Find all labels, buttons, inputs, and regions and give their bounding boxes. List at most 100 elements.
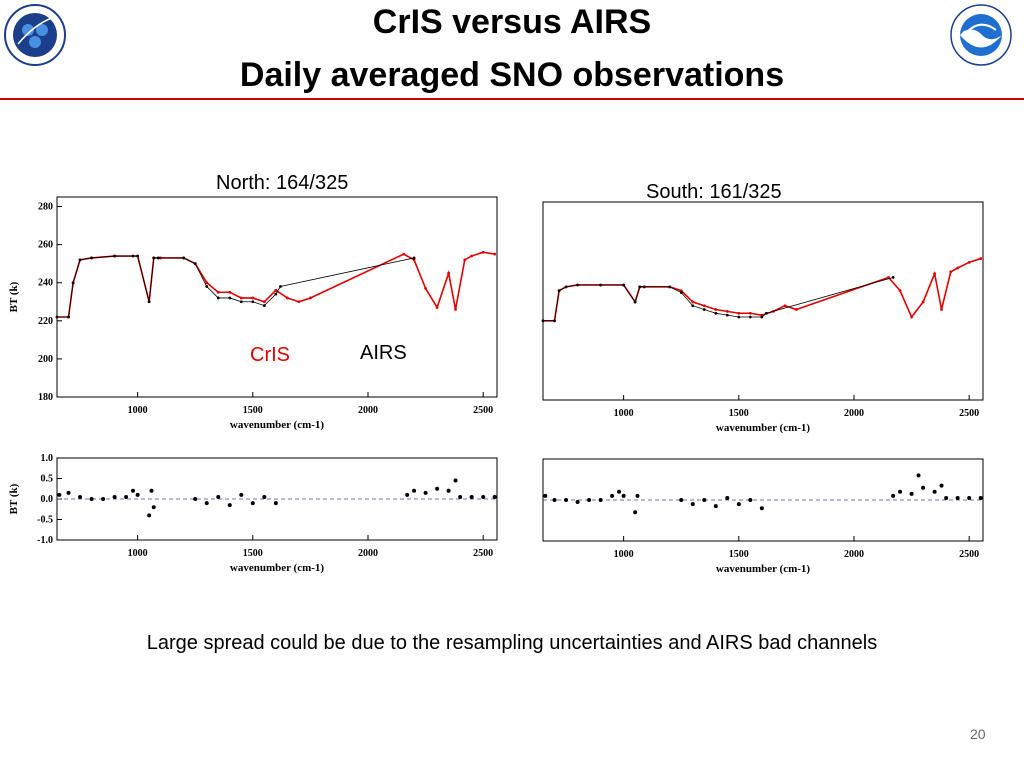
north-diff-point (147, 513, 152, 518)
north-diff-xtick-label: 1500 (243, 548, 263, 559)
south-diff-point (702, 498, 707, 502)
south-diff-point (633, 510, 638, 515)
north-diff-ytick-label: -1.0 (37, 535, 53, 546)
north-diff-point (151, 505, 156, 510)
north-bt-series-airs-point (193, 262, 197, 266)
south-bt-xlabel: wavenumber (cm-1) (716, 422, 811, 434)
north-bt-ytick-label: 200 (38, 354, 53, 365)
south-diff-point (598, 498, 603, 502)
north-bt-ylabel: BT (k) (8, 281, 20, 312)
south-diff-point (955, 495, 960, 500)
south-diff-point (898, 489, 903, 494)
south-diff-point (690, 502, 695, 507)
north-diff-point (412, 488, 417, 493)
north-bt-series-cris-point (447, 271, 451, 275)
south-diff-point (921, 485, 926, 490)
north-bt-series-cris-point (470, 254, 474, 258)
north-diff-point (204, 501, 209, 506)
north-diff-point (131, 488, 136, 493)
south-bt-series-airs-point (691, 304, 695, 308)
south-bt-series-airs-point (599, 283, 602, 287)
south-bt-series-airs-point (557, 289, 561, 293)
airs-legend-label: AIRS (360, 342, 407, 364)
north-bt-xtick-label: 1000 (128, 405, 148, 416)
south-diff-xtick-label: 2000 (844, 549, 864, 560)
north-bt-series-cris-point (435, 306, 439, 309)
south-bt-series-airs-point (737, 315, 741, 319)
title-rule (0, 98, 1024, 100)
north-bt-series-airs-point (55, 315, 59, 319)
south-bt-xtick-label: 1500 (729, 408, 749, 419)
south-diff-point (713, 504, 718, 509)
north-bt-xtick-label: 2500 (473, 405, 493, 416)
south-bt-series-cris-point (748, 311, 752, 315)
north-diff-point (101, 497, 106, 501)
south-bt-series-cris-line (543, 257, 981, 322)
north-bt-series-cris-line (57, 251, 495, 318)
north-bt-series-airs-point (239, 300, 243, 304)
south-bt-series-airs-point (725, 313, 729, 317)
north-diff-point (216, 494, 221, 499)
north-bt-series-cris-point (454, 307, 457, 311)
south-bt-series-airs-point (622, 283, 626, 287)
north-diff-point (135, 492, 140, 497)
north-bt-series-airs-point (131, 254, 135, 258)
north-bt-xtick-label: 1500 (243, 405, 263, 416)
south-label: South: 161/325 (646, 181, 782, 203)
north-diff-point (405, 492, 410, 497)
north-bt-series-airs-point (136, 254, 140, 258)
north-diff-point (89, 497, 94, 501)
north-bt-series-cris-point (228, 290, 232, 294)
south-diff-point (944, 495, 949, 500)
south-diff-point (575, 500, 580, 505)
north-bt-series-cris-point (216, 290, 220, 294)
north-bt-series-airs-point (152, 256, 156, 260)
south-bt-series-cris-point (795, 308, 798, 311)
north-bt-series-airs-line (57, 255, 415, 318)
south-bt-series-cris-point (910, 315, 913, 319)
north-diff-point (78, 494, 83, 499)
north-bt-series-cris-point (309, 296, 312, 300)
north-diff-point (481, 494, 486, 499)
north-bt-series-cris-point (239, 296, 243, 300)
south-bt-series-cris-point (898, 289, 902, 293)
south-diff-point (610, 493, 615, 498)
north-bt-series-airs-point (113, 254, 116, 258)
south-bt-xtick-label: 1000 (614, 408, 634, 419)
south-bt-xtick-label: 2500 (959, 408, 979, 419)
north-diff-xtick-label: 1000 (128, 548, 148, 559)
north-bt-series-cris-point (481, 250, 485, 254)
south-diff-xtick-label: 1500 (729, 549, 749, 560)
north-bt-ytick-label: 260 (38, 240, 53, 251)
south-diff-point (916, 473, 921, 478)
north-diff-ytick-label: 0.5 (41, 474, 54, 485)
south-diff-point (552, 498, 557, 502)
north-diff-point (193, 497, 198, 501)
north-diff-point (124, 494, 129, 499)
south-bt-series-cris-point (725, 309, 729, 313)
south-diff-point (621, 493, 626, 498)
south-diff-point (564, 498, 569, 502)
south-bt-series-airs-point (541, 319, 545, 323)
noaa-nesdis-star-logo (4, 4, 66, 66)
south-bt-xtick-label: 2000 (844, 408, 864, 419)
north-diff-point (458, 494, 463, 499)
north-diff-point (435, 486, 440, 491)
north-bt-series-airs-point (274, 292, 278, 296)
north-bt-series-cris-point (424, 287, 427, 290)
north-bt-xtick-label: 2000 (358, 405, 378, 416)
north-diff-point (273, 501, 278, 506)
north-bt-xlabel: wavenumber (cm-1) (230, 419, 325, 431)
north-diff-point (239, 492, 244, 497)
north-diff-xtick-label: 2500 (473, 548, 493, 559)
north-diff-point (423, 490, 428, 495)
south-bt-series-airs-point (633, 300, 637, 304)
south-diff-xtick-label: 1000 (614, 549, 634, 560)
north-bt-series-cris-point (297, 300, 301, 304)
north-bt-series-airs-point (90, 256, 93, 260)
north-diff-xtick-label: 2000 (358, 548, 378, 559)
north-diff-point (469, 494, 474, 499)
south-diff-point (587, 498, 592, 502)
north-diff-ytick-label: 1.0 (41, 453, 54, 464)
south-diff-point (891, 493, 896, 498)
